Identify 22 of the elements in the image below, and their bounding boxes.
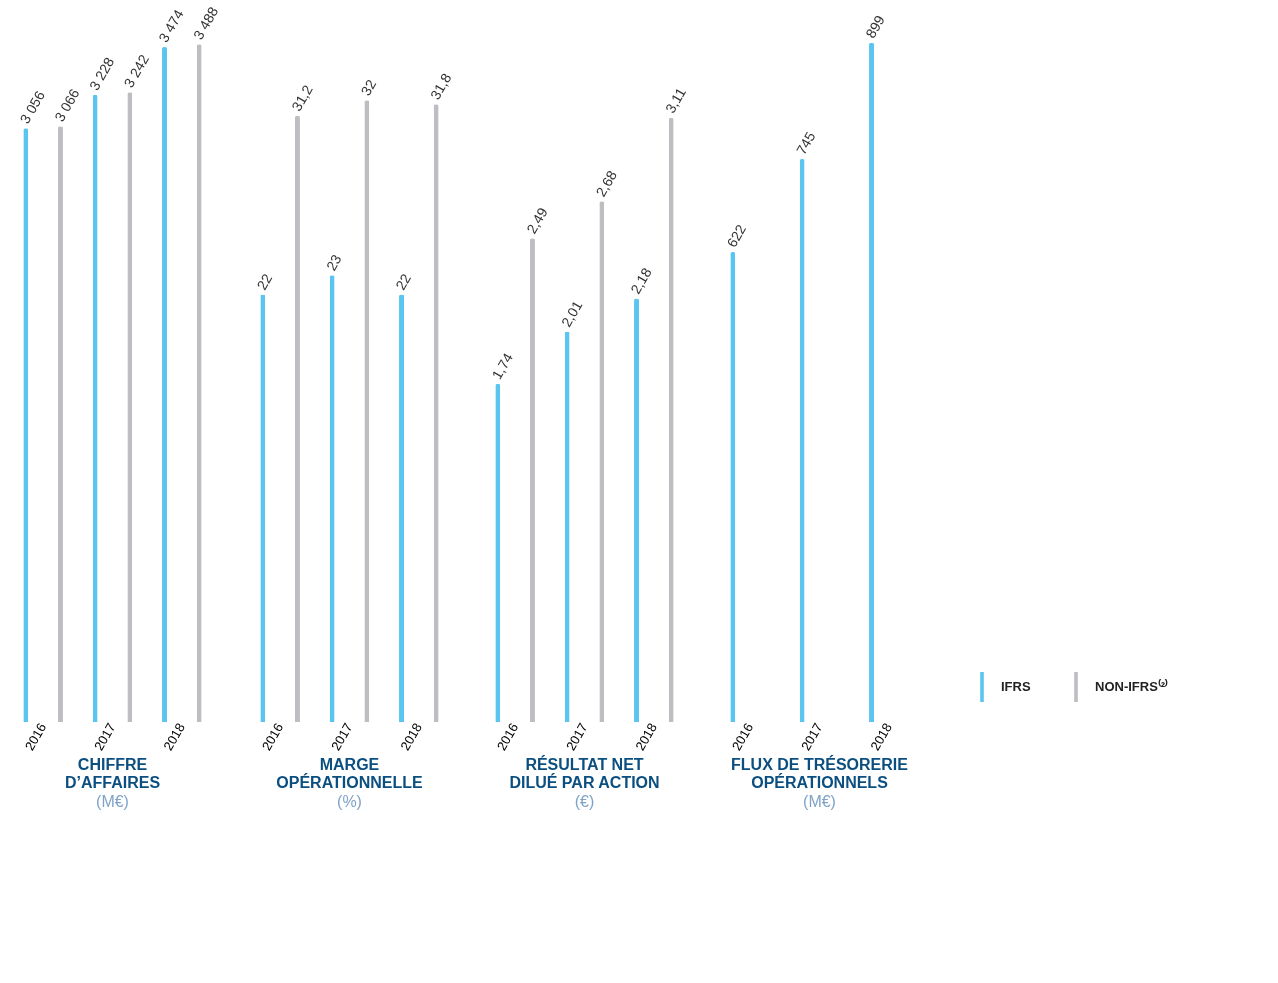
data-label: 3 242 — [120, 51, 153, 91]
data-label: 899 — [862, 12, 888, 41]
data-label: 23 — [322, 251, 345, 274]
text: FLUX DE TRÉSORERIE OPÉRATIONNELS — [731, 754, 909, 791]
text: MARGE OPÉRATIONNELLE — [276, 755, 424, 791]
text: (€) — [574, 792, 595, 810]
data-label: 22 — [392, 270, 415, 293]
text: RÉSULTAT NET DILUÉ PAR ACTION — [509, 754, 660, 791]
data-label: 3 488 — [189, 3, 222, 43]
data-label: 3 474 — [155, 6, 187, 46]
data-label: 3 066 — [51, 85, 83, 125]
legend-label: IFRS — [1001, 679, 1031, 694]
text: (M€) — [96, 792, 129, 810]
text: (M€) — [803, 792, 836, 810]
text: (%) — [337, 792, 362, 810]
legend-label: NON-IFRS⁽²⁾ — [1095, 678, 1169, 694]
data-label: 745 — [792, 128, 819, 158]
data-label: 22 — [253, 270, 276, 293]
data-label: 32 — [357, 76, 380, 99]
data-label: 3 056 — [16, 87, 49, 127]
data-label: 622 — [723, 221, 750, 251]
text: CHIFFRE D’AFFAIRES — [64, 755, 161, 791]
